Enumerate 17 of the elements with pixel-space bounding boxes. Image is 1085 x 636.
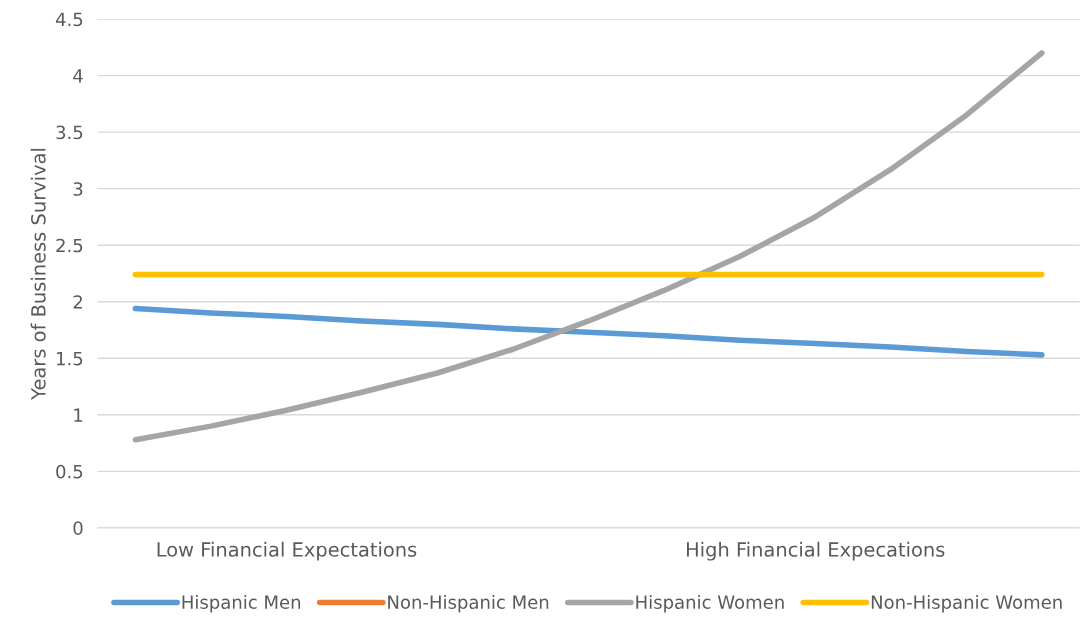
- y-tick-label: 2: [73, 295, 82, 309]
- y-tick-label: 4: [73, 69, 83, 83]
- y-tick-label: 4.5: [55, 12, 83, 27]
- y-axis-title: Years of Business Survival: [30, 148, 46, 400]
- y-tick-label: 2.5: [56, 238, 83, 253]
- y-tick-label: 0: [73, 521, 83, 535]
- y-tick-label: 1: [74, 408, 83, 422]
- y-tick-label: 3: [73, 182, 83, 196]
- y-tick-label: 1.5: [57, 351, 83, 366]
- y-tick-label: 3.5: [56, 125, 83, 140]
- legend-label: Hispanic Men: [182, 595, 301, 613]
- y-tick-label: 0.5: [56, 464, 83, 479]
- legend-label: Non-Hispanic Men: [388, 595, 549, 613]
- legend-label: Non-Hispanic Women: [871, 595, 1062, 613]
- x-tick-label: Low Financial Expectations: [157, 541, 417, 561]
- legend-label: Hispanic Women: [636, 595, 784, 613]
- x-tick-label: High Financial Expecations: [686, 541, 945, 561]
